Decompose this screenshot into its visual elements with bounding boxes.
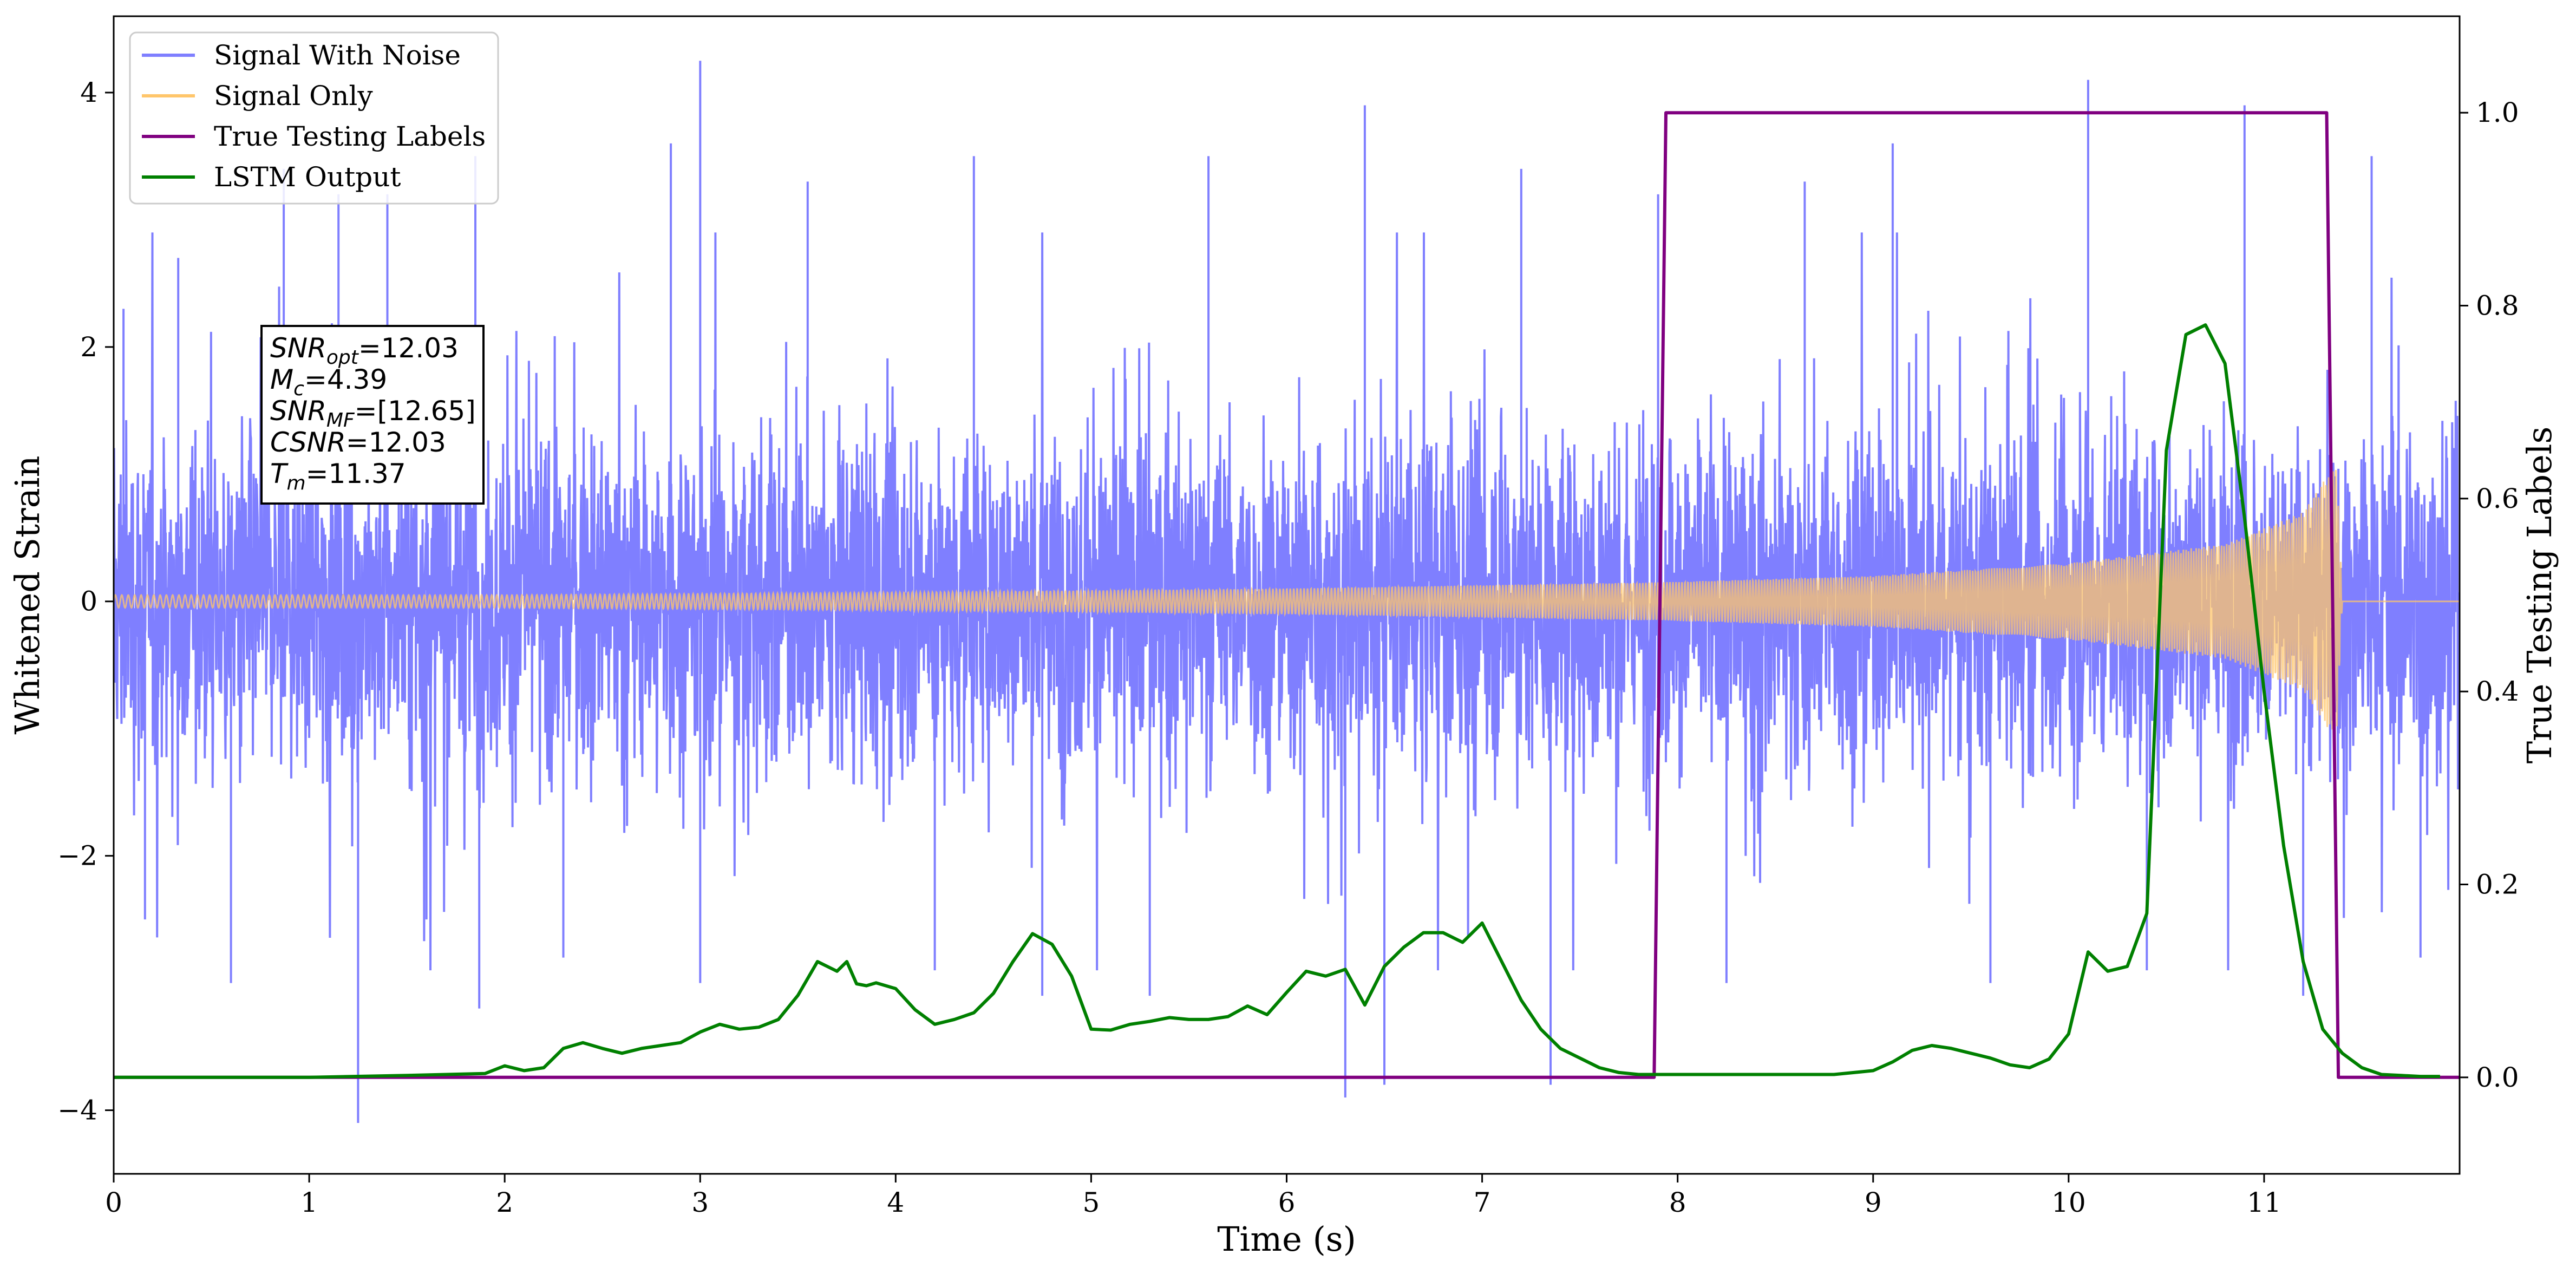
y2-tick-label: 0.0 xyxy=(2476,1062,2519,1093)
series-true-testing-labels xyxy=(114,111,2460,1079)
x-tick-label: 2 xyxy=(496,1187,513,1218)
annotation-symbol: T xyxy=(270,458,289,489)
x-tick-label: 9 xyxy=(1865,1187,1882,1218)
annotation-symbol: SNR xyxy=(270,332,326,364)
axes: 0 1 2 3 4 5 6 7 8 9 10 11 −4 −2 0 2 4 0.0 0.2 0.4 0.6 0.8 1.0 xyxy=(57,15,2519,1218)
y-tick-label: −4 xyxy=(57,1095,97,1126)
y-axis-label: Whitened Strain xyxy=(8,456,47,735)
annotation-subscript: MF xyxy=(326,409,355,432)
y2-tick-label: 1.0 xyxy=(2476,97,2519,128)
x-tick-label: 3 xyxy=(691,1187,709,1218)
y-tick-label: −2 xyxy=(57,840,97,872)
plot-area xyxy=(114,61,2460,1123)
annotation-symbol: CSNR xyxy=(270,427,346,458)
legend-entry: Signal With Noise xyxy=(214,40,461,71)
annotation-line: Mc=4.39 xyxy=(270,364,387,400)
annotation-symbol: M xyxy=(270,364,293,395)
legend: Signal With Noise Signal Only True Testing… xyxy=(129,31,499,205)
annotation-subscript: c xyxy=(293,378,304,400)
annotation-value: =4.39 xyxy=(304,364,387,395)
y2-tick-label: 0.6 xyxy=(2476,483,2519,514)
series-signal-only xyxy=(114,469,2460,739)
y2-tick-label: 0.8 xyxy=(2476,290,2519,322)
legend-entry: Signal Only xyxy=(214,80,373,112)
x-tick-label: 0 xyxy=(105,1187,122,1218)
annotation-value: =12.03 xyxy=(358,332,459,364)
annotation-line: SNRopt=12.03 xyxy=(270,332,459,369)
annotation-line: CSNR=12.03 xyxy=(270,427,446,458)
series-lstm-output xyxy=(114,323,2440,1079)
annotation-line: Tm=11.37 xyxy=(270,458,406,494)
annotation-line: SNRMF=[12.65] xyxy=(270,395,476,432)
annotation-subscript: m xyxy=(287,472,306,494)
y2-axis-label: True Testing Labels xyxy=(2520,427,2559,764)
x-tick-label: 5 xyxy=(1083,1187,1100,1218)
annotation-frame xyxy=(260,325,485,505)
annotation-subscript: opt xyxy=(326,347,359,369)
annotation-value: =12.03 xyxy=(346,427,446,458)
y-tick-label: 0 xyxy=(80,586,97,617)
annotation-value: =[12.65] xyxy=(355,395,476,427)
x-tick-label: 8 xyxy=(1669,1187,1686,1218)
x-axis-label: Time (s) xyxy=(1217,1219,1356,1259)
x-tick-label: 10 xyxy=(2051,1187,2086,1218)
legend-entry: LSTM Output xyxy=(214,161,401,193)
x-tick-label: 11 xyxy=(2247,1187,2281,1218)
y2-tick-label: 0.4 xyxy=(2476,676,2519,707)
legend-box xyxy=(129,31,499,205)
annotation-value: =11.37 xyxy=(306,458,406,489)
legend-entry: True Testing Labels xyxy=(214,121,486,152)
x-tick-label: 1 xyxy=(300,1187,318,1218)
series-group xyxy=(114,61,2460,1123)
x-tick-label: 6 xyxy=(1278,1187,1296,1218)
x-tick-label: 4 xyxy=(887,1187,904,1218)
x-tick-label: 7 xyxy=(1474,1187,1491,1218)
y-tick-label: 4 xyxy=(80,77,97,108)
y2-tick-label: 0.2 xyxy=(2476,869,2519,900)
y-tick-label: 2 xyxy=(80,331,97,363)
annotation-box: SNRopt=12.03Mc=4.39SNRMF=[12.65]CSNR=12.… xyxy=(260,325,485,505)
annotation-symbol: SNR xyxy=(270,395,326,427)
